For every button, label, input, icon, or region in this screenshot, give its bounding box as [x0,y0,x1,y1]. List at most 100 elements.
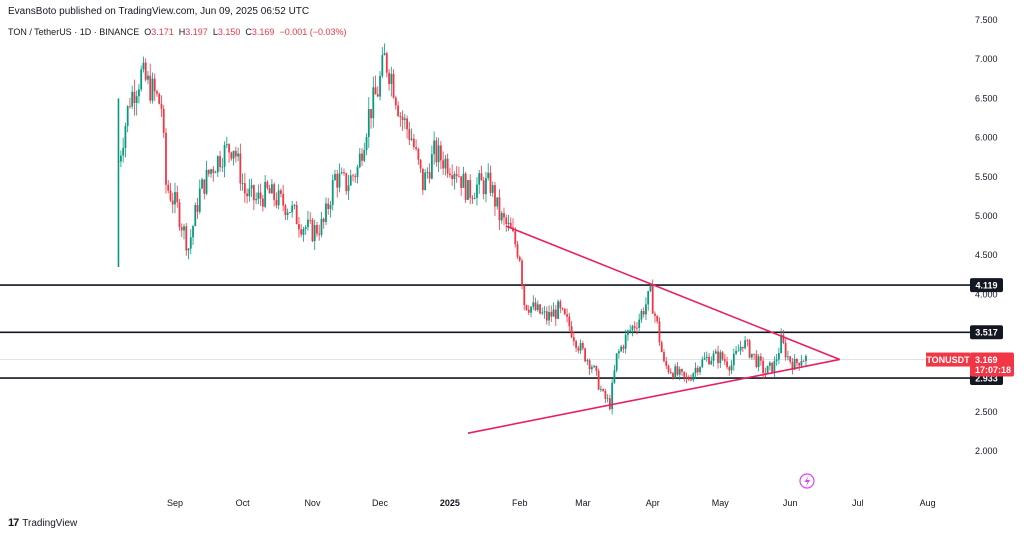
candle-body [295,204,298,225]
candle-body [622,346,625,349]
candle-body [365,136,368,151]
candle-body [122,147,125,156]
symmetrical-triangle-drawing[interactable] [467,225,841,434]
candle-body [744,340,746,349]
candle-body [165,132,167,185]
candle-body [221,166,224,168]
time-tick-label: Sep [167,498,183,508]
candle-body [277,190,280,206]
candle-body [430,154,433,179]
candle-body [554,309,557,319]
candle-body [762,360,765,374]
candle-body [313,225,316,242]
brand-name: TradingView [22,517,78,529]
candle-body [401,116,404,120]
candle-body [796,359,798,363]
candle-body [629,330,632,332]
candle-body [406,118,408,130]
time-tick-label: 2025 [440,498,460,508]
candle-body [336,173,339,188]
candle-body [550,311,553,317]
candle-body [318,233,321,235]
candle-body [367,109,370,137]
candle-body [358,153,361,168]
time-axis[interactable]: Sep Oct Nov Dec 2025 Feb Mar Apr May Jun Jul Aug [167,498,936,508]
high-value: 3.197 [185,27,208,37]
candle-body [192,226,194,238]
candle-body [523,285,526,306]
candle-body [584,348,587,362]
candle-body [737,350,740,352]
candle-body [361,153,363,161]
candle-body [388,72,390,84]
candle-body [719,352,722,364]
candle-body [169,190,172,201]
level-price-badge [970,278,1003,293]
candle-body [309,219,312,221]
candle-body [647,291,650,305]
candle-body [455,174,458,176]
candle-body [363,150,366,161]
tradingview-logo[interactable]: 17 TradingView [8,517,77,529]
candle-body [645,304,647,315]
candle-body [581,343,584,349]
price-axis[interactable]: 7.500 7.000 6.500 6.000 5.500 5.000 4.500 4.000… [975,15,998,456]
candle-body [160,103,163,109]
candle-body [620,346,623,352]
candle-body [270,184,273,194]
time-tick-label: Nov [304,498,321,508]
time-tick-label: Jul [852,498,864,508]
candle-body [399,115,402,117]
candle-body [151,78,154,101]
candle-body [618,351,620,354]
candle-body [784,342,787,358]
candle-body [392,73,395,98]
candle-body [494,185,496,207]
candle-body [683,371,686,377]
candle-body [503,213,505,218]
level-price-badge-label: 3.517 [975,327,998,337]
tradingview-logo-icon: 17 [8,517,19,529]
candle-body [703,358,706,360]
candle-body [654,313,656,316]
candle-body [599,389,602,390]
candle-body [775,359,778,362]
candle-body [505,217,508,224]
candle-body [225,144,228,146]
candle-body [805,356,807,361]
candle-body [800,360,803,366]
candle-body [773,361,776,373]
candle-body [464,173,467,200]
candle-body [771,362,774,373]
candle-body [527,309,530,313]
time-tick-label: Jun [783,498,798,508]
candle-body [793,359,796,370]
candle-body [748,340,751,358]
candle-body [300,229,303,235]
candle-body [198,188,201,212]
candle-body [144,62,147,80]
candle-body [149,75,152,101]
candle-body [572,337,575,342]
candle-body [153,78,156,92]
candle-body [489,172,492,193]
price-tick-label: 6.000 [975,133,998,143]
candle-body [147,75,149,80]
candle-body [449,173,451,176]
candle-body [575,341,577,348]
candle-body [636,327,638,329]
lightning-bolt-icon[interactable] [799,473,815,489]
candle-body [789,356,792,362]
candle-body [777,352,780,360]
candle-body [728,367,731,371]
candle-body [471,197,474,199]
candle-body [349,175,352,186]
candle-body [428,172,431,179]
candle-body [674,366,677,378]
candle-body [156,91,158,94]
candle-body [701,359,704,368]
candle-body [394,97,397,106]
candle-body [176,192,179,203]
candle-body [282,193,285,206]
